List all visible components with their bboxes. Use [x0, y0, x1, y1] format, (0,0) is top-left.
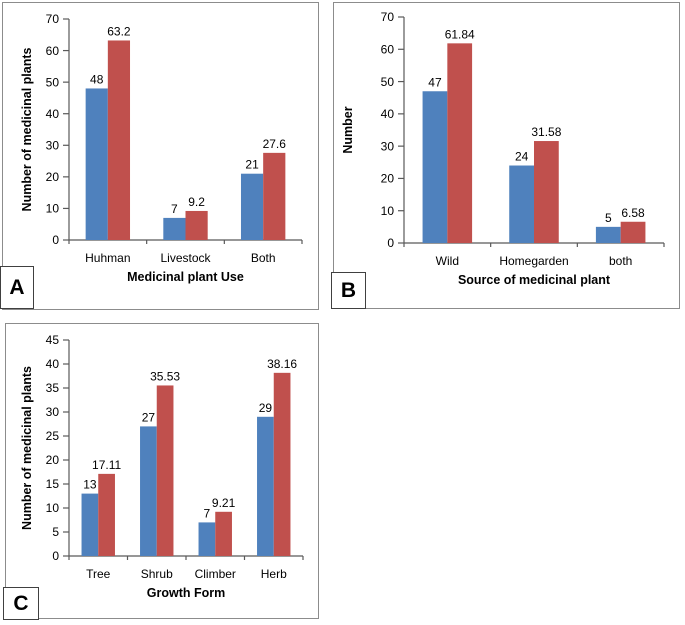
y-tick-label: 40 — [46, 357, 60, 371]
bar-percent-livestock — [185, 210, 208, 240]
y-tick-label: 45 — [46, 333, 60, 347]
bar-value-label: 61.84 — [445, 27, 475, 41]
bar-number-wild — [422, 91, 448, 243]
bar-value-label: 13 — [83, 478, 97, 492]
panel-a: 0 10 20 30 40 50 60 70 48 63.2 Huhman 7 9.2 Livestock… — [2, 2, 319, 310]
bar-number-tree — [81, 493, 99, 556]
y-tick-label: 30 — [46, 405, 60, 419]
x-category-label: Tree — [86, 567, 111, 581]
chart-a-medicinal-plant-use: 0 10 20 30 40 50 60 70 48 63.2 Huhman 7 9.2 Livestock… — [20, 12, 303, 284]
y-tick-label: 60 — [381, 42, 395, 56]
y-axis-title: Number — [341, 106, 355, 153]
bar-number-herb — [257, 416, 274, 556]
bar-percent-both — [620, 221, 646, 243]
bar-value-label: 29 — [259, 401, 273, 415]
y-tick-label: 20 — [46, 170, 60, 184]
panel-letter-c: C — [13, 591, 29, 615]
bar-percent-homegarden — [534, 141, 559, 243]
y-axis-title: Number of medicinal plants — [20, 47, 34, 211]
bar-percent-huhman — [107, 40, 131, 241]
bar-value-label: 47 — [428, 75, 442, 89]
bar-number-both — [240, 173, 264, 240]
bar-value-label: 9.2 — [188, 195, 205, 209]
bar-percent-climber — [215, 511, 232, 556]
bar-value-label: 9.21 — [212, 496, 236, 510]
y-tick-label: 70 — [381, 10, 395, 24]
x-axis-title: Source of medicinal plant — [458, 273, 611, 287]
y-tick-label: 0 — [52, 549, 59, 563]
y-tick-label: 50 — [46, 75, 60, 89]
bar-value-label: 21 — [245, 158, 259, 172]
y-tick-label: 30 — [46, 138, 60, 152]
y-tick-label: 40 — [381, 107, 395, 121]
y-tick-label: 5 — [52, 525, 59, 539]
bar-percent-both — [263, 152, 286, 240]
bar-value-label: 27 — [142, 410, 156, 424]
x-category-label: Homegarden — [499, 254, 568, 268]
chart-c-growth-form: 0 5 10 15 20 25 30 35 40 45 13 17.11 Tree 27 35.53 Shru… — [20, 333, 304, 600]
bar-number-climber — [198, 522, 216, 556]
bar-value-label: 7 — [204, 506, 211, 520]
bar-percent-herb — [273, 372, 291, 556]
bar-value-label: 31.58 — [531, 125, 561, 139]
y-tick-label: 35 — [46, 381, 60, 395]
bar-number-huhman — [85, 88, 108, 240]
panel-letter-box-b: B — [331, 272, 366, 309]
y-tick-label: 20 — [381, 172, 395, 186]
y-tick-label: 0 — [387, 236, 394, 250]
y-tick-label: 10 — [381, 204, 395, 218]
bar-value-label: 27.6 — [263, 137, 287, 151]
x-category-label: both — [609, 254, 632, 268]
x-category-label: Both — [251, 251, 276, 265]
y-tick-label: 60 — [46, 44, 60, 58]
x-category-label: Huhman — [85, 251, 130, 265]
x-axis-title: Growth Form — [147, 586, 225, 600]
bar-number-homegarden — [509, 165, 534, 243]
bar-value-label: 63.2 — [107, 24, 131, 38]
y-tick-label: 70 — [46, 12, 60, 26]
y-tick-label: 20 — [46, 453, 60, 467]
bar-percent-wild — [447, 43, 473, 244]
panel-letter-box-c: C — [3, 587, 39, 620]
y-tick-label: 50 — [381, 75, 395, 89]
x-category-label: Herb — [261, 567, 287, 581]
y-tick-label: 10 — [46, 202, 60, 216]
bar-value-label: 5 — [605, 211, 612, 225]
y-tick-label: 0 — [52, 233, 59, 247]
y-axis-title: Number of medicinal plants — [20, 366, 34, 530]
x-axis-title: Medicinal plant Use — [127, 270, 244, 284]
bar-number-livestock — [163, 217, 186, 240]
bar-value-label: 7 — [171, 202, 178, 216]
bar-percent-tree — [98, 473, 115, 556]
bar-value-label: 48 — [90, 72, 104, 86]
panel-b: 0 10 20 30 40 50 60 70 47 61.84 Wild 24 31.58 Homegar… — [333, 2, 680, 309]
x-category-label: Climber — [195, 567, 236, 581]
panel-c: 0 5 10 15 20 25 30 35 40 45 13 17.11 Tree 27 35.53 Shru… — [5, 323, 319, 619]
y-tick-label: 25 — [46, 429, 60, 443]
bar-percent-shrub — [156, 385, 174, 556]
y-tick-label: 40 — [46, 107, 60, 121]
y-tick-label: 10 — [46, 501, 60, 515]
panel-letter-a: A — [9, 275, 25, 299]
bar-value-label: 24 — [515, 150, 529, 164]
x-category-label: Wild — [436, 254, 459, 268]
x-category-label: Shrub — [141, 567, 173, 581]
panel-letter-b: B — [340, 278, 357, 302]
bar-value-label: 17.11 — [92, 458, 121, 472]
bar-number-shrub — [140, 426, 157, 556]
bar-value-label: 38.16 — [267, 357, 297, 371]
x-category-label: Livestock — [160, 251, 211, 265]
bar-value-label: 35.53 — [150, 369, 180, 383]
panel-letter-box-a: A — [0, 266, 34, 309]
y-tick-label: 30 — [381, 139, 395, 153]
bar-number-both — [595, 226, 621, 243]
bar-value-label: 6.58 — [621, 206, 645, 220]
y-tick-label: 15 — [46, 477, 60, 491]
